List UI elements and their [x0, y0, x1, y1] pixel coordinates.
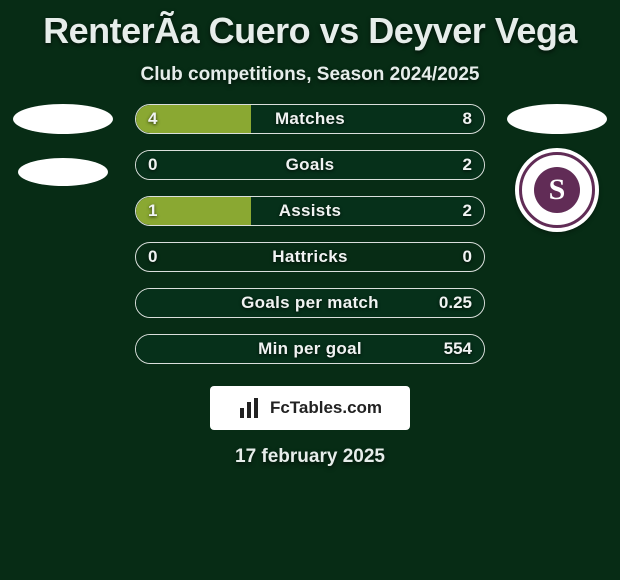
stat-left-value: 1 — [148, 197, 157, 225]
stat-row: Min per goal554 — [135, 334, 485, 364]
stats-rows: Matches48Goals02Assists12Hattricks00Goal… — [135, 104, 485, 364]
page-title: RenterÃ­a Cuero vs Deyver Vega — [43, 10, 577, 52]
stat-left-value: 0 — [148, 151, 157, 179]
content: S Matches48Goals02Assists12Hattricks00Go… — [0, 104, 620, 364]
right-country-flag-placeholder — [507, 104, 607, 134]
left-country-flag-placeholder — [13, 104, 113, 134]
subtitle: Club competitions, Season 2024/2025 — [141, 64, 480, 86]
stat-row: Hattricks0 0 — [135, 242, 485, 272]
site-logo-text: FcTables.com — [270, 398, 382, 418]
stat-right-value: 0.25 — [439, 289, 472, 317]
date-label: 17 february 2025 — [235, 446, 385, 468]
stat-right-value: 8 — [463, 105, 472, 133]
stat-right-value: 2 — [463, 151, 472, 179]
stat-right-value: 2 — [463, 197, 472, 225]
stat-left-value: 4 — [148, 105, 157, 133]
stat-label: Assists — [136, 197, 484, 225]
site-logo-chip: FcTables.com — [210, 386, 410, 430]
stat-row: Assists1 2 — [135, 196, 485, 226]
bar-chart-icon — [238, 396, 262, 420]
right-player-badges: S — [502, 104, 612, 232]
right-club-logo: S — [515, 148, 599, 232]
stat-label: Matches — [136, 105, 484, 133]
stat-label: Goals per match — [136, 289, 484, 317]
stat-label: Hattricks — [136, 243, 484, 271]
stat-row: Matches4 8 — [135, 104, 485, 134]
stat-row: Goals0 2 — [135, 150, 485, 180]
left-player-badges — [8, 104, 118, 186]
stat-label: Goals — [136, 151, 484, 179]
stat-label: Min per goal — [136, 335, 484, 363]
stat-left-value: 0 — [148, 243, 157, 271]
comparison-card: RenterÃ­a Cuero vs Deyver Vega Club comp… — [0, 0, 620, 580]
stat-right-value: 554 — [444, 335, 472, 363]
stat-right-value: 0 — [463, 243, 472, 271]
left-club-logo-placeholder — [18, 158, 108, 186]
stat-row: Goals per match0.25 — [135, 288, 485, 318]
right-club-logo-ring: S — [519, 152, 595, 228]
right-club-logo-letter: S — [534, 167, 580, 213]
